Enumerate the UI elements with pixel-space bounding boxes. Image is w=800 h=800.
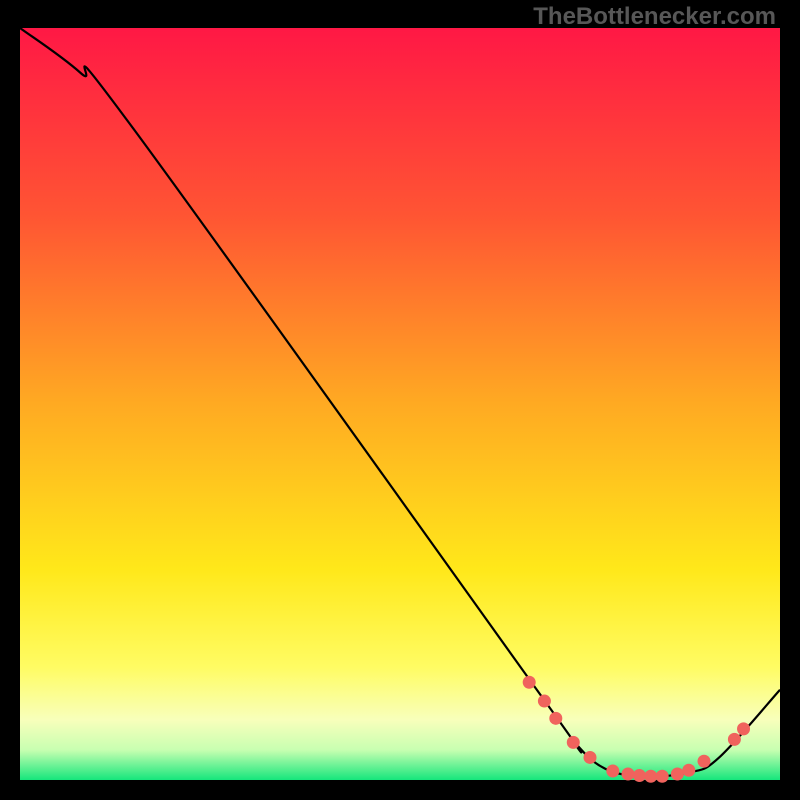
curve-marker xyxy=(698,755,711,768)
chart-root: TheBottleneсker.com xyxy=(0,0,800,800)
curve-marker xyxy=(682,764,695,777)
curve-marker xyxy=(671,767,684,780)
curve-marker xyxy=(549,712,562,725)
gradient-background xyxy=(20,28,780,780)
curve-marker xyxy=(644,770,657,783)
bottleneck-chart xyxy=(0,0,800,800)
curve-marker xyxy=(538,695,551,708)
curve-marker xyxy=(633,769,646,782)
curve-marker xyxy=(728,733,741,746)
curve-marker xyxy=(737,722,750,735)
curve-marker xyxy=(622,767,635,780)
curve-marker xyxy=(606,764,619,777)
curve-marker xyxy=(567,736,580,749)
curve-marker xyxy=(523,676,536,689)
curve-marker xyxy=(584,751,597,764)
curve-marker xyxy=(656,770,669,783)
